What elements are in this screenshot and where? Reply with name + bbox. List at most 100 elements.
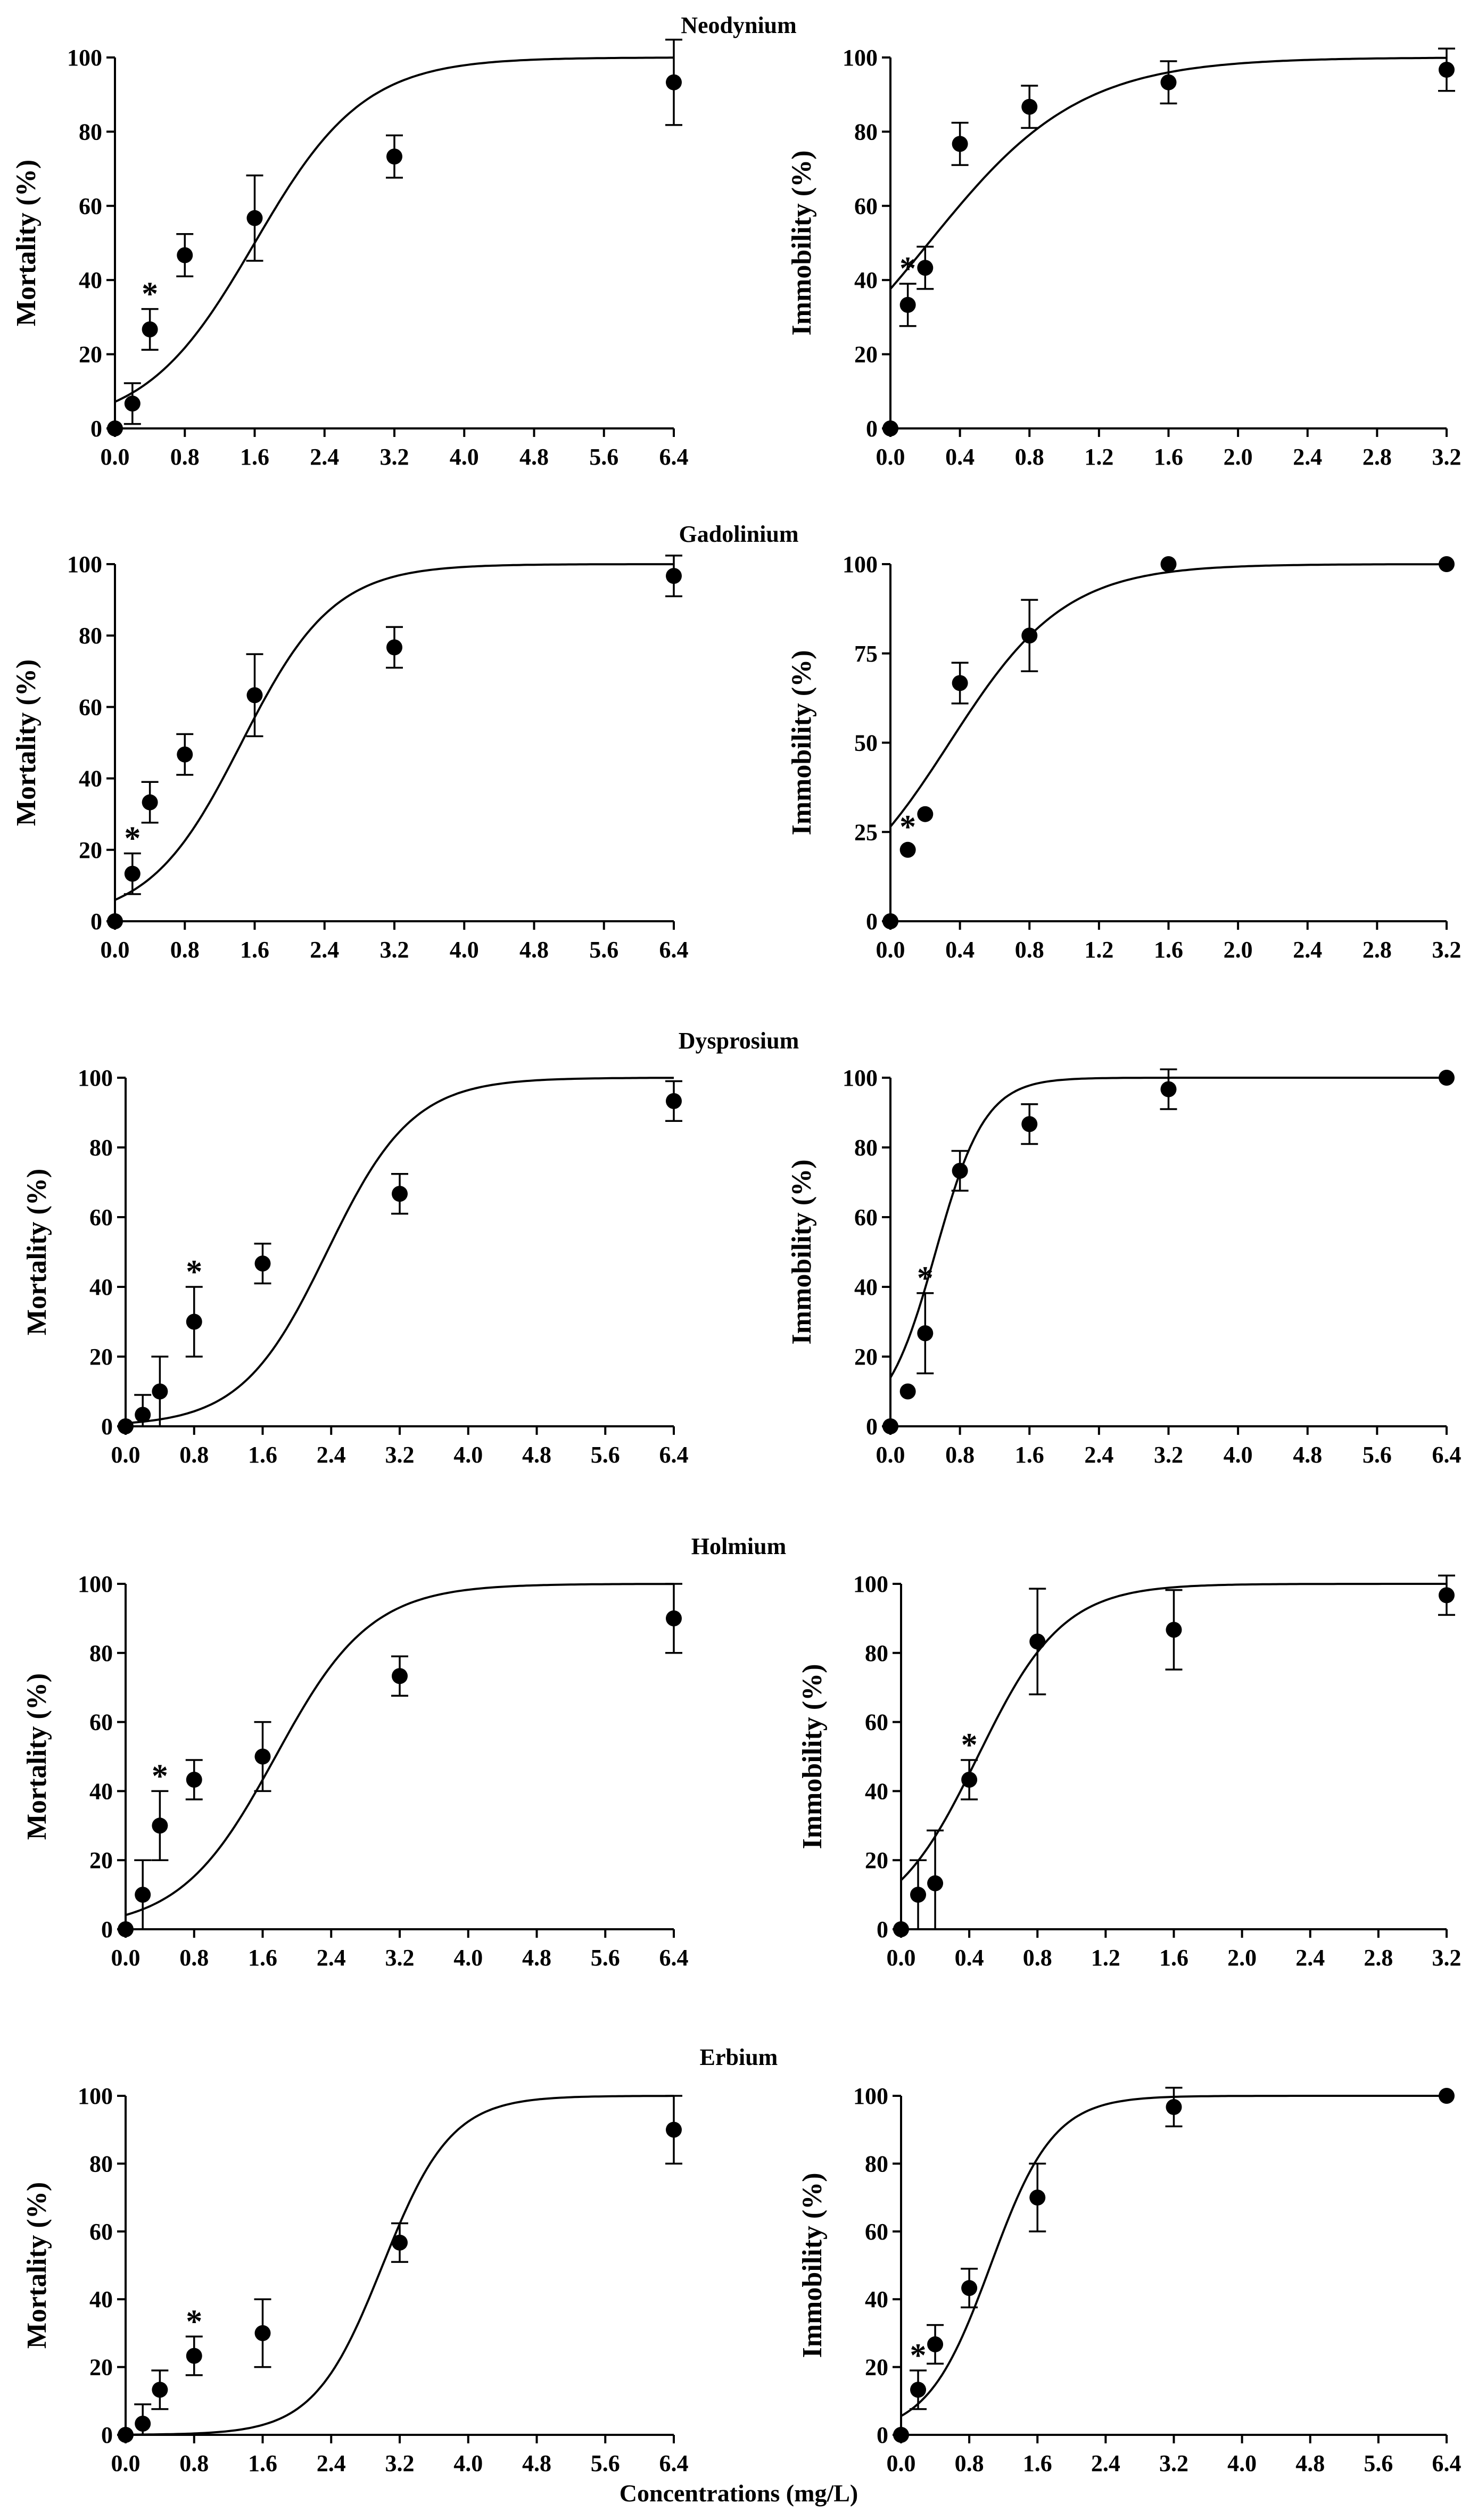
- y-axis-label: Mortality (%): [22, 1169, 52, 1335]
- fit-curve: [889, 563, 1447, 828]
- x-tick-label: 4.8: [1293, 1442, 1322, 1468]
- data-point: [882, 913, 898, 929]
- chart-nd-mort: Neodynium 0 20 40 60 80 100 0.0 0.8 1.6 2.4 3.2 4.0 4…: [11, 12, 797, 470]
- y-tick-label: 100: [67, 551, 102, 577]
- x-tick-label: 4.0: [1227, 2450, 1257, 2476]
- x-tick-label: 0.8: [1015, 937, 1044, 963]
- data-point: [254, 1255, 271, 1272]
- figure-x-axis-label: Concentrations (mg/L): [620, 2480, 858, 2507]
- y-tick-label: 40: [89, 2286, 113, 2312]
- data-point: [1021, 627, 1038, 644]
- data-point: [666, 2121, 682, 2138]
- data-point: [107, 420, 123, 436]
- y-tick-label: 80: [865, 2151, 888, 2177]
- x-tick-label: 0.8: [179, 1945, 209, 1971]
- x-tick-label: 5.6: [591, 1945, 620, 1971]
- chart-gd-mort: Gadolinium 0 20 40 60 80 100 0.0 0.8 1.6 2.4 3.2 4.0…: [11, 521, 798, 963]
- x-tick-label: 1.2: [1084, 444, 1113, 470]
- y-tick-label: 100: [853, 2083, 888, 2109]
- data-point: [1439, 2088, 1455, 2104]
- data-point: [142, 321, 158, 337]
- y-tick-label: 0: [101, 2422, 113, 2448]
- y-tick-label: 0: [101, 1414, 113, 1440]
- data-point: [666, 568, 682, 584]
- data-point: [246, 210, 263, 226]
- data-point: [386, 639, 402, 656]
- x-tick-label: 1.6: [248, 2450, 277, 2476]
- data-point: [899, 296, 916, 313]
- fit-curve: [114, 56, 674, 403]
- significance-star: *: [186, 1254, 202, 1290]
- y-axis-label: Immobility (%): [787, 1159, 817, 1344]
- x-tick-label: 3.2: [1432, 444, 1462, 470]
- y-tick-label: 60: [79, 193, 102, 219]
- x-tick-label: 0.4: [945, 937, 975, 963]
- data-point: [135, 2415, 151, 2432]
- data-point: [666, 74, 682, 90]
- y-tick-label: 0: [90, 416, 102, 442]
- x-tick-label: 0.8: [170, 444, 200, 470]
- x-tick-label: 2.0: [1224, 937, 1253, 963]
- data-point: [1160, 74, 1177, 90]
- chart-nd-immo: 0 20 40 60 80 100 0.0 0.4 0.8 1.2 1.6 2.0 2.4 2.8 3.2 I…: [787, 45, 1462, 470]
- y-tick-label: 100: [843, 45, 878, 71]
- y-tick-label: 80: [89, 1135, 113, 1161]
- data-point: [124, 865, 141, 882]
- data-point: [910, 1887, 927, 1903]
- y-tick-label: 60: [854, 1204, 878, 1230]
- y-tick-label: 60: [854, 193, 878, 219]
- x-tick-label: 1.6: [240, 937, 269, 963]
- data-point: [952, 136, 968, 152]
- x-tick-label: 4.8: [522, 1945, 551, 1971]
- data-point: [1029, 1633, 1046, 1650]
- y-tick-label: 60: [865, 1709, 888, 1736]
- x-tick-label: 2.0: [1227, 1945, 1257, 1971]
- x-tick-label: 2.4: [310, 937, 339, 963]
- x-tick-label: 5.6: [589, 937, 618, 963]
- data-point: [118, 1921, 134, 1937]
- chart-dy-mort: Dysprosium 0 20 40 60 80 100 0.0 0.8 1.6 2.4 3.2 4.0…: [22, 1028, 799, 1468]
- y-tick-label: 20: [854, 1344, 878, 1370]
- data-point: [135, 1407, 151, 1423]
- data-point: [893, 1921, 909, 1937]
- y-tick-label: 60: [89, 2219, 113, 2245]
- data-point: [899, 1383, 916, 1400]
- x-tick-label: 0.0: [101, 444, 130, 470]
- y-tick-label: 80: [89, 1640, 113, 1666]
- significance-star: *: [142, 276, 158, 312]
- y-axis-label: Immobility (%): [787, 650, 817, 835]
- x-tick-label: 3.2: [380, 444, 409, 470]
- data-point: [1166, 2099, 1182, 2116]
- x-tick-label: 2.4: [1084, 1442, 1113, 1468]
- x-tick-label: 1.6: [248, 1442, 277, 1468]
- data-point: [152, 1383, 168, 1400]
- y-tick-label: 0: [866, 416, 878, 442]
- x-tick-label: 1.6: [1154, 444, 1183, 470]
- x-tick-label: 4.0: [1224, 1442, 1253, 1468]
- x-tick-label: 2.4: [310, 444, 339, 470]
- x-tick-label: 0.0: [111, 1442, 141, 1468]
- data-point: [392, 1668, 408, 1684]
- data-point: [246, 687, 263, 704]
- y-axis-label: Immobility (%): [797, 2172, 828, 2358]
- fit-curve: [125, 1077, 674, 1425]
- y-tick-label: 40: [79, 267, 102, 293]
- data-point: [392, 2234, 408, 2251]
- data-point: [952, 1162, 968, 1179]
- data-point: [392, 1186, 408, 1202]
- y-tick-label: 80: [79, 119, 102, 145]
- x-tick-label: 4.0: [453, 1945, 483, 1971]
- data-point: [927, 2336, 944, 2352]
- x-tick-label: 2.4: [1295, 1945, 1325, 1971]
- x-tick-label: 4.0: [453, 1442, 483, 1468]
- x-tick-label: 3.2: [380, 937, 409, 963]
- y-axis-label: Immobility (%): [797, 1664, 828, 1849]
- x-tick-label: 0.0: [887, 1945, 916, 1971]
- significance-star: *: [152, 1758, 168, 1794]
- x-tick-label: 4.8: [519, 444, 549, 470]
- significance-star: *: [124, 821, 141, 857]
- data-point: [1029, 2189, 1046, 2206]
- chart-title: Dysprosium: [679, 1028, 799, 1054]
- data-point: [899, 841, 916, 858]
- x-tick-label: 1.6: [240, 444, 269, 470]
